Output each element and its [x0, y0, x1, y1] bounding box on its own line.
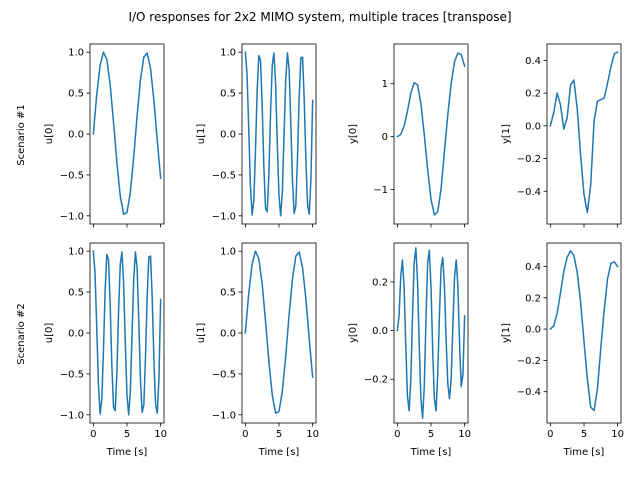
panel-r1c1-ytick-label-4: 1.0 [68, 48, 84, 59]
panel-r2c3-ytick-label-0: −0.2 [364, 375, 388, 386]
panel-r2c1-ytick-label-2: 0.0 [68, 329, 84, 340]
panel-r2c4: −0.4 −0.2 0.0 0.2 0.4 0 5 10 y[1] Time [s] [501, 242, 624, 458]
row-label-scenario-2: Scenario #2 [16, 303, 27, 364]
panel-r2c4-ytick-label-4: 0.4 [525, 262, 541, 273]
panel-r2c3-ytick-label-1: 0.0 [372, 326, 388, 337]
panel-r1c3-ytick-label-2: 1 [382, 79, 388, 90]
panel-r2c1-ytick-label-0: −1.0 [60, 410, 84, 421]
row-label-scenario-1: Scenario #1 [16, 104, 27, 165]
panel-r2c1-series-line-1 [92, 250, 162, 416]
panel-r2c2-ylabel: u[1] [196, 323, 207, 344]
panel-r2c3-xtick-label-1: 5 [428, 429, 434, 440]
panel-r1c3-ytick-label-0: −1 [373, 185, 388, 196]
panel-r2c2-ytick-label-3: 0.5 [220, 288, 236, 299]
panel-r2c3-ylabel: y[0] [348, 323, 359, 343]
panel-r2c2-ytick-label-2: 0.0 [220, 329, 236, 340]
panel-r2c4-ytick-label-2: 0.0 [525, 325, 541, 336]
panel-r1c4-ytick-label-3: 0.2 [525, 89, 541, 100]
panel-r1c4-ylabel: y[1] [501, 124, 512, 144]
panel-r2c3-xtick-label-0: 0 [394, 429, 400, 440]
panel-r2c4-xlabel: Time [s] [563, 447, 605, 458]
panel-r1c2-ytick-label-0: −1.0 [212, 211, 236, 222]
panel-r2c2: −1.0 −0.5 0.0 0.5 1.0 0 5 10 u[1] Time [s] [196, 242, 319, 458]
panel-r2c4-ytick-label-1: −0.2 [517, 356, 541, 367]
panel-r1c4-series-line-1 [549, 51, 619, 214]
panel-r1c4-ytick-label-4: 0.4 [525, 56, 541, 67]
panel-r1c1-ytick-label-1: −0.5 [60, 170, 84, 181]
panel-r1c2-ytick-label-2: 0.0 [220, 130, 236, 141]
panel-r2c4-ytick-label-3: 0.2 [525, 293, 541, 304]
panel-r1c4-ytick-label-1: −0.2 [517, 154, 541, 165]
panel-r2c2-xlabel: Time [s] [258, 447, 300, 458]
panel-r2c2-xtick-label-1: 5 [276, 429, 282, 440]
panel-r1c1-series-line-1 [92, 51, 162, 215]
panel-r1c3-ytick-label-1: 0 [382, 132, 388, 143]
panel-r1c2-ytick-label-1: −0.5 [212, 170, 236, 181]
panel-r1c4: −0.4 −0.2 0.0 0.2 0.4 y[1] [501, 43, 622, 228]
panel-r2c1-xlabel: Time [s] [106, 447, 148, 458]
panel-r1c1: −1.0 −0.5 0.0 0.5 1.0 u[0] [44, 43, 165, 228]
panel-r1c1-ytick-label-0: −1.0 [60, 211, 84, 222]
subplot-grid: −1.0 −0.5 0.0 0.5 1.0 u[0] −1.0 −0.5 0.0 0.5 1.0 u[… [44, 43, 624, 458]
panel-r1c2-ytick-label-4: 1.0 [220, 48, 236, 59]
panel-r2c1: −1.0 −0.5 0.0 0.5 1.0 0 5 10 u[0] Time [s] [44, 242, 167, 458]
panel-r2c1-ytick-label-3: 0.5 [68, 288, 84, 299]
panel-r1c2-ytick-label-3: 0.5 [220, 89, 236, 100]
panel-r1c1-ylabel: u[0] [44, 124, 55, 145]
panel-r2c3-series-line-1 [396, 247, 466, 419]
panel-r1c2-series-line-1 [244, 51, 314, 217]
panel-r2c2-ytick-label-0: −1.0 [212, 410, 236, 421]
panel-r2c1-xtick-label-1: 5 [124, 429, 130, 440]
panel-r2c3-xlabel: Time [s] [410, 447, 452, 458]
panel-r2c4-xtick-label-2: 10 [611, 429, 624, 440]
panel-r1c3: −1 0 1 y[0] [348, 43, 469, 228]
panel-r2c1-ytick-label-1: −0.5 [60, 369, 84, 380]
panel-r2c3-xtick-label-2: 10 [458, 429, 471, 440]
panel-r2c4-xtick-label-1: 5 [581, 429, 587, 440]
panel-r2c1-xtick-label-2: 10 [154, 429, 167, 440]
panel-r2c2-ytick-label-1: −0.5 [212, 369, 236, 380]
panel-r1c1-ytick-label-2: 0.0 [68, 130, 84, 141]
panel-r1c1-ytick-label-3: 0.5 [68, 89, 84, 100]
panel-r2c4-ylabel: y[1] [501, 323, 512, 343]
panel-r2c4-xtick-label-0: 0 [547, 429, 553, 440]
panel-r2c4-series-line-1 [549, 250, 619, 412]
panel-r2c1-ytick-label-4: 1.0 [68, 247, 84, 258]
panel-r2c2-ytick-label-4: 1.0 [220, 247, 236, 258]
panel-r1c4-ytick-label-0: −0.4 [517, 187, 541, 198]
panel-r2c4-ytick-label-0: −0.4 [517, 387, 541, 398]
panel-r1c3-series-line-1 [396, 52, 466, 216]
panel-r1c4-ytick-label-2: 0.0 [525, 121, 541, 132]
panel-r2c1-ylabel: u[0] [44, 323, 55, 344]
panel-r2c2-xtick-label-0: 0 [242, 429, 248, 440]
panel-r2c2-series-line-1 [244, 250, 314, 414]
panel-r2c1-xtick-label-0: 0 [90, 429, 96, 440]
panel-r2c2-xtick-label-2: 10 [306, 429, 319, 440]
panel-r2c3-ytick-label-2: 0.2 [372, 277, 388, 288]
panel-r2c3: −0.2 0.0 0.2 0 5 10 y[0] Time [s] [348, 242, 471, 458]
panel-r1c2-ylabel: u[1] [196, 124, 207, 145]
panel-r1c3-ylabel: y[0] [348, 124, 359, 144]
figure-title: I/O responses for 2x2 MIMO system, multi… [128, 10, 511, 24]
panel-r1c2: −1.0 −0.5 0.0 0.5 1.0 u[1] [196, 43, 317, 228]
